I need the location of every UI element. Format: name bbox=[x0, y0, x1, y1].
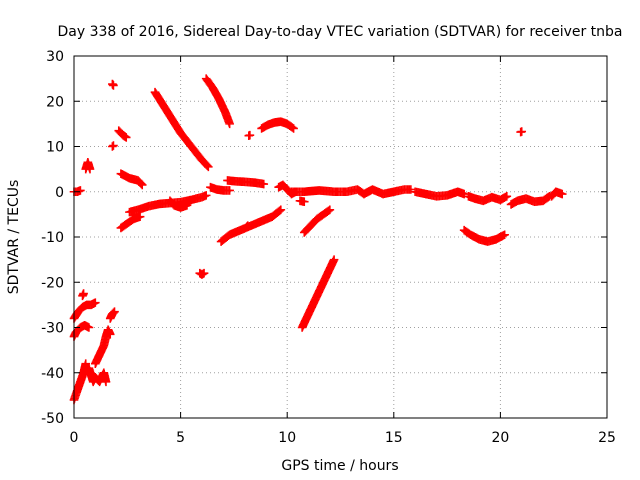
data-points bbox=[69, 74, 567, 405]
x-tick-label: 15 bbox=[385, 430, 403, 446]
series-arc-16 bbox=[165, 196, 192, 212]
series-arc-20 bbox=[206, 182, 234, 195]
data-point bbox=[557, 189, 567, 199]
series-arc-03 bbox=[69, 298, 100, 323]
series-arc-14 bbox=[116, 212, 145, 233]
data-point bbox=[202, 161, 212, 171]
data-point bbox=[81, 359, 91, 368]
data-point bbox=[84, 323, 94, 332]
data-point bbox=[288, 123, 297, 132]
x-tick-label: 20 bbox=[491, 430, 509, 446]
series-arc-17 bbox=[150, 87, 213, 172]
series-arc-10 bbox=[108, 79, 118, 90]
data-point bbox=[105, 329, 115, 339]
series-arc-29 bbox=[299, 205, 335, 237]
data-point bbox=[225, 119, 234, 129]
series-arc-19 bbox=[201, 74, 234, 129]
grid bbox=[74, 56, 607, 418]
series-arc-25 bbox=[257, 117, 298, 133]
series-arc-06 bbox=[91, 325, 115, 368]
data-point bbox=[136, 179, 146, 189]
data-point bbox=[243, 221, 253, 230]
y-tick-label: 20 bbox=[46, 94, 64, 110]
series-arc-35 bbox=[547, 187, 567, 201]
data-point bbox=[543, 192, 553, 202]
data-point bbox=[502, 191, 512, 201]
series-arc-07 bbox=[105, 307, 119, 323]
series-arc-11 bbox=[108, 141, 118, 151]
x-tick-label: 25 bbox=[598, 430, 616, 446]
data-point bbox=[85, 164, 95, 174]
series-arc-36 bbox=[516, 127, 527, 137]
x-axis-label: GPS time / hours bbox=[281, 458, 398, 474]
data-point bbox=[121, 133, 131, 142]
series-arc-09 bbox=[81, 158, 95, 174]
data-point bbox=[517, 127, 527, 136]
data-point bbox=[201, 191, 211, 200]
data-point bbox=[199, 268, 209, 278]
ticks: 0 5 10 15 20 25 -50 -40 -30 -20 -10 0 10 20 30 bbox=[41, 49, 616, 446]
data-point bbox=[325, 205, 335, 215]
y-tick-label: -10 bbox=[41, 230, 64, 246]
y-tick-label: -40 bbox=[41, 366, 64, 382]
y-tick-label: -50 bbox=[41, 411, 64, 427]
series-arc-32 bbox=[464, 191, 512, 206]
series-arc-12 bbox=[114, 126, 131, 142]
data-point bbox=[109, 308, 118, 318]
data-point bbox=[329, 255, 339, 264]
x-tick-label: 10 bbox=[278, 430, 296, 446]
data-point bbox=[110, 307, 119, 316]
data-point bbox=[135, 212, 145, 221]
x-tick-label: 0 bbox=[70, 430, 79, 446]
series-arc-04 bbox=[78, 289, 88, 301]
series-arc-23 bbox=[242, 221, 253, 232]
series-arc-05 bbox=[80, 363, 111, 387]
y-axis-label: SDTVAR / TECUs bbox=[6, 180, 22, 295]
series-arc-18 bbox=[195, 268, 209, 279]
y-tick-label: 30 bbox=[46, 49, 64, 65]
series-arc-02 bbox=[69, 320, 94, 341]
data-point bbox=[91, 298, 100, 307]
x-tick-label: 5 bbox=[176, 430, 185, 446]
data-point bbox=[109, 81, 118, 90]
data-point bbox=[324, 206, 333, 216]
data-point bbox=[101, 377, 111, 387]
series-arc-15 bbox=[125, 191, 211, 217]
data-point bbox=[276, 205, 286, 215]
series-arc-27 bbox=[295, 196, 309, 207]
y-tick-label: 10 bbox=[46, 140, 64, 156]
data-point bbox=[225, 186, 234, 195]
series-arc-34 bbox=[506, 191, 554, 209]
data-point bbox=[109, 141, 118, 150]
series-arc-33 bbox=[459, 225, 509, 246]
series-arc-30 bbox=[287, 185, 416, 199]
data-point bbox=[108, 142, 117, 151]
series-arc-21 bbox=[223, 176, 269, 189]
series-arc-24 bbox=[244, 130, 255, 140]
data-point bbox=[204, 162, 213, 172]
y-tick-label: -30 bbox=[41, 321, 64, 337]
data-point bbox=[245, 130, 255, 140]
data-point bbox=[76, 186, 85, 195]
y-tick-label: 0 bbox=[55, 185, 64, 201]
series-arc-13 bbox=[116, 169, 147, 190]
data-point bbox=[182, 201, 192, 210]
data-point bbox=[500, 230, 509, 240]
data-point bbox=[275, 206, 284, 216]
data-point bbox=[259, 179, 269, 189]
data-point bbox=[79, 289, 88, 298]
chart-title: Day 338 of 2016, Sidereal Day-to-day VTE… bbox=[57, 24, 622, 40]
data-point bbox=[299, 197, 309, 207]
data-point bbox=[137, 180, 147, 190]
data-point bbox=[289, 124, 298, 133]
series-arc-28 bbox=[297, 255, 339, 332]
y-tick-label: -20 bbox=[41, 275, 64, 291]
